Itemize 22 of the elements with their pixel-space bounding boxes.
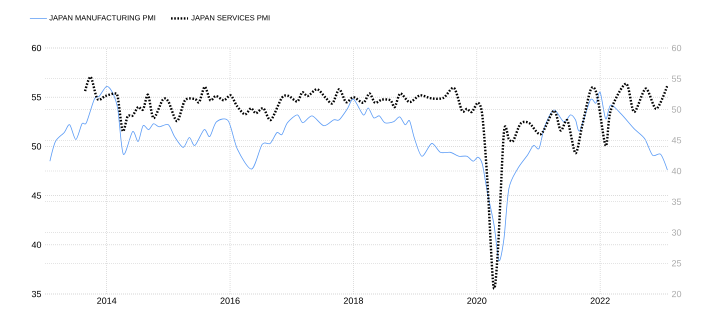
- y-tick-label: 60: [32, 44, 42, 52]
- y2-tick-label: 60: [672, 44, 682, 52]
- y2-tick-label: 20: [672, 290, 682, 298]
- y2-tick-label: 50: [672, 106, 682, 113]
- x-tick-label: 2018: [344, 298, 364, 304]
- y-tick-label: 40: [32, 242, 42, 248]
- y-tick-label: 55: [32, 94, 42, 100]
- x-tick-label: 2020: [467, 298, 486, 304]
- y-tick-label: 35: [32, 290, 42, 298]
- y-tick-label: 45: [32, 192, 42, 199]
- line-series: [50, 86, 668, 261]
- y2-tick-label: 25: [672, 260, 682, 266]
- x-tick-label: 2014: [97, 298, 116, 304]
- y2-tick-label: 40: [672, 168, 682, 174]
- x-tick-label: 2022: [590, 298, 610, 304]
- y2-tick-label: 45: [672, 137, 682, 144]
- x-tick-label: 2016: [220, 298, 240, 304]
- y2-tick-label: 30: [672, 229, 682, 236]
- y2-tick-label: 55: [672, 76, 682, 82]
- line-series: [84, 76, 668, 288]
- y2-tick-label: 35: [672, 198, 682, 205]
- y-tick-label: 50: [32, 143, 42, 150]
